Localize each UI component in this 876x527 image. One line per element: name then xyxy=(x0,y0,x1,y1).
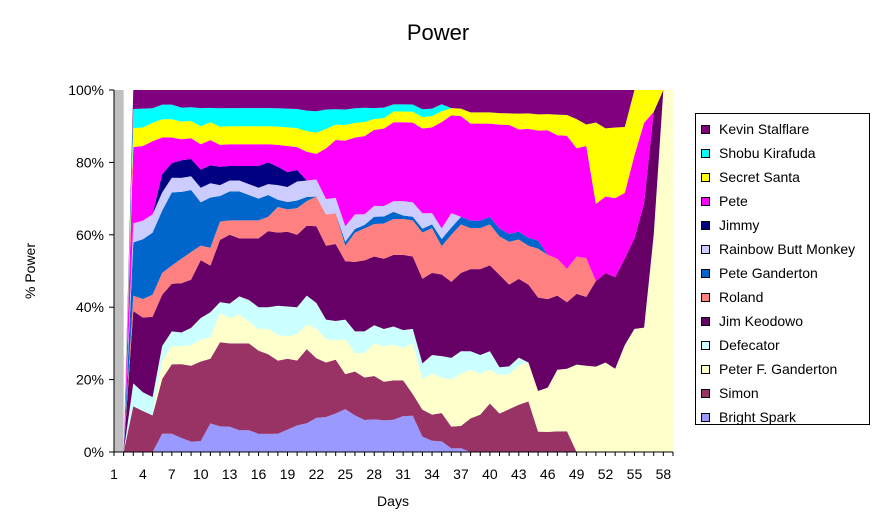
x-tick-label: 43 xyxy=(511,466,527,482)
y-tick-labels: 0% 20% 40% 60% 80% 100% xyxy=(68,82,104,460)
y-tick-label: 20% xyxy=(76,372,104,388)
legend-swatch xyxy=(701,364,710,374)
y-tick-label: 0% xyxy=(84,444,104,460)
area-simon xyxy=(114,342,673,452)
legend-swatch xyxy=(701,196,710,206)
x-tick-label: 55 xyxy=(627,466,643,482)
area-pete xyxy=(114,90,673,452)
x-tick-label: 13 xyxy=(222,466,238,482)
legend-label: Pete xyxy=(719,193,748,209)
legend-item-pete: Pete xyxy=(696,189,869,213)
y-tick-label: 100% xyxy=(68,82,104,98)
x-tick-label: 49 xyxy=(569,466,585,482)
legend: Kevin Stalflare Shobu Kirafuda Secret Sant… xyxy=(695,113,870,425)
legend-swatch xyxy=(701,268,710,278)
legend-item-defecator: Defecator xyxy=(696,333,869,357)
chart-title: Power xyxy=(406,20,470,45)
legend-item-shobu-kirafuda: Shobu Kirafuda xyxy=(696,141,869,165)
legend-label: Jim Keodowo xyxy=(719,313,804,329)
legend-label: Defecator xyxy=(719,337,780,353)
legend-item-kevin-stalflare: Kevin Stalflare xyxy=(696,117,869,141)
legend-item-rainbow-butt-monkey: Rainbow Butt Monkey xyxy=(696,237,869,261)
legend-label: Peter F. Ganderton xyxy=(719,361,838,377)
y-axis-label: % Power xyxy=(22,243,38,299)
series-areas xyxy=(114,90,673,452)
legend-item-jimmy: Jimmy xyxy=(696,213,869,237)
area-secret-santa xyxy=(114,90,673,452)
x-tick-label: 4 xyxy=(139,466,147,482)
legend-swatch xyxy=(701,220,710,230)
x-tick-label: 40 xyxy=(482,466,498,482)
x-tick-label: 46 xyxy=(540,466,556,482)
legend-item-pete-ganderton: Pete Ganderton xyxy=(696,261,869,285)
legend-item-roland: Roland xyxy=(696,285,869,309)
legend-swatch xyxy=(701,124,710,134)
x-tick-label: 28 xyxy=(366,466,382,482)
legend-swatch xyxy=(701,316,710,326)
legend-label: Shobu Kirafuda xyxy=(719,145,816,161)
legend-label: Jimmy xyxy=(719,217,760,233)
area-roland xyxy=(114,90,673,452)
x-tick-label: 1 xyxy=(110,466,118,482)
area-kevin-stalflare xyxy=(114,90,673,452)
legend-item-simon: Simon xyxy=(696,381,869,405)
x-tick-label: 7 xyxy=(168,466,176,482)
area-jim-keodowo xyxy=(114,90,673,452)
x-tick-label: 19 xyxy=(280,466,296,482)
legend-swatch xyxy=(701,148,710,158)
legend-label: Roland xyxy=(719,289,764,305)
legend-swatch xyxy=(701,244,710,254)
legend-label: Bright Spark xyxy=(719,409,797,425)
legend-swatch xyxy=(701,172,710,182)
legend-swatch xyxy=(701,340,710,350)
legend-label: Kevin Stalflare xyxy=(719,121,810,137)
x-tick-label: 31 xyxy=(395,466,411,482)
y-tick-label: 80% xyxy=(76,154,104,170)
x-tick-label: 58 xyxy=(656,466,672,482)
axes xyxy=(109,89,674,456)
legend-item-jim-keodowo: Jim Keodowo xyxy=(696,309,869,333)
y-tick-label: 40% xyxy=(76,299,104,315)
legend-item-peter-f-ganderton: Peter F. Ganderton xyxy=(696,357,869,381)
legend-label: Simon xyxy=(719,385,759,401)
legend-swatch xyxy=(701,292,710,302)
empty-band xyxy=(114,90,124,452)
x-tick-label: 22 xyxy=(309,466,325,482)
area-bright-spark xyxy=(114,409,673,452)
x-tick-label: 37 xyxy=(453,466,469,482)
legend-item-bright-spark: Bright Spark xyxy=(696,405,869,429)
x-axis-label: Days xyxy=(377,493,409,509)
x-tick-label: 16 xyxy=(251,466,267,482)
area-peter-f-ganderton xyxy=(114,90,673,452)
x-tick-labels: 1 4 7 10 13 16 19 22 25 28 31 34 37 40 43 46 49 52 55 58 xyxy=(110,466,671,482)
x-tick-label: 52 xyxy=(598,466,614,482)
legend-label: Rainbow Butt Monkey xyxy=(719,241,856,257)
y-tick-label: 60% xyxy=(76,227,104,243)
x-tick-label: 25 xyxy=(338,466,354,482)
area-jimmy xyxy=(114,90,673,452)
legend-label: Secret Santa xyxy=(719,169,800,185)
legend-swatch xyxy=(701,388,710,398)
legend-item-secret-santa: Secret Santa xyxy=(696,165,869,189)
legend-label: Pete Ganderton xyxy=(719,265,818,281)
x-tick-label: 34 xyxy=(424,466,440,482)
legend-swatch xyxy=(701,412,710,422)
x-tick-label: 10 xyxy=(193,466,209,482)
